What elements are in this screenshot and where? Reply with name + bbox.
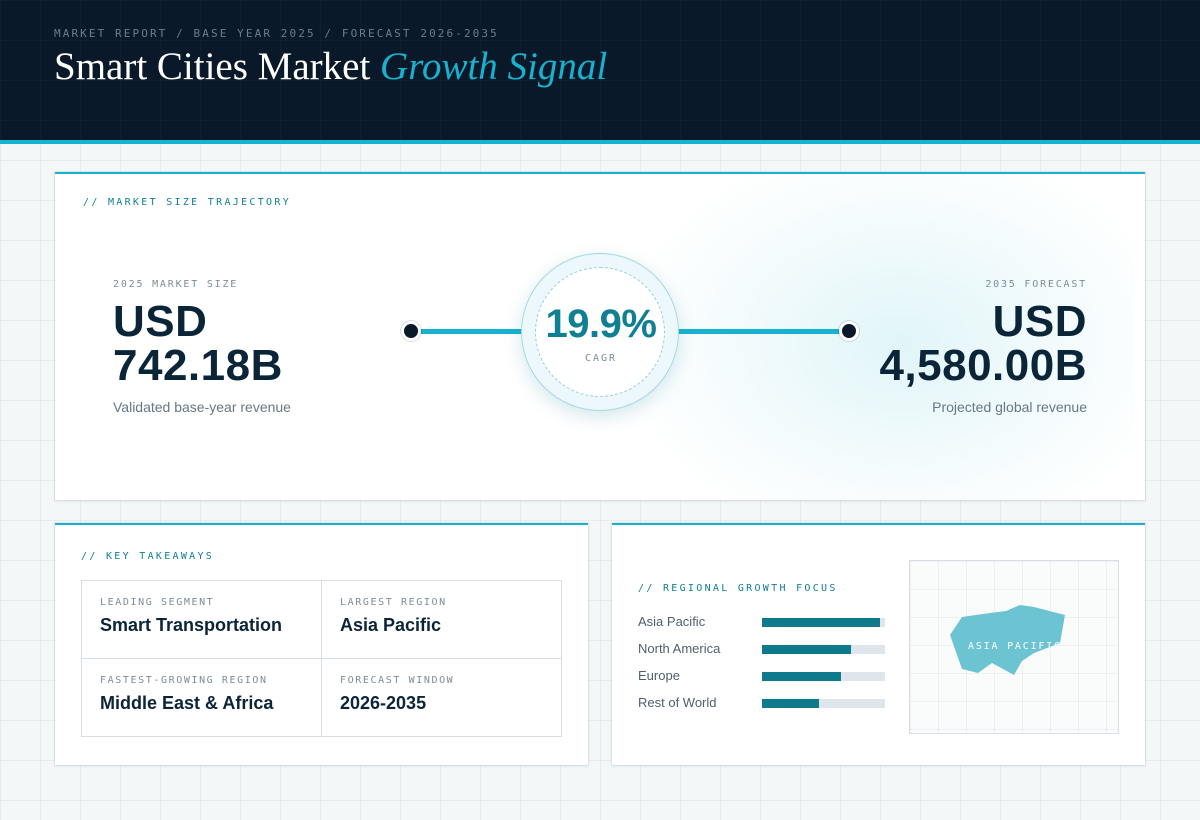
section-label-regional: // REGIONAL GROWTH FOCUS <box>638 583 838 594</box>
region-bar-fill <box>762 672 841 681</box>
takeaway-fastest-growing-region: FASTEST-GROWING REGION Middle East & Afr… <box>82 659 322 737</box>
region-bar-fill <box>762 618 881 627</box>
start-node <box>401 321 421 341</box>
key-takeaways-card: // KEY TAKEAWAYS LEADING SEGMENT Smart T… <box>55 523 588 765</box>
takeaways-grid: LEADING SEGMENT Smart Transportation LAR… <box>81 580 562 737</box>
takeaway-label: LEADING SEGMENT <box>100 597 215 608</box>
region-name: Rest of World <box>638 695 717 710</box>
region-row: Asia Pacific <box>638 614 888 630</box>
region-name: Asia Pacific <box>638 614 706 629</box>
page-title: Smart Cities Market Growth Signal <box>54 44 607 89</box>
region-name: Europe <box>638 668 680 683</box>
base-currency: USD <box>113 297 208 346</box>
takeaway-value: Asia Pacific <box>340 615 442 635</box>
takeaway-value: Smart Transportation <box>100 615 283 635</box>
takeaway-label: LARGEST REGION <box>340 597 447 608</box>
takeaway-value: 2026-2035 <box>340 693 427 713</box>
takeaway-label: FASTEST-GROWING REGION <box>100 675 268 686</box>
section-label-takeaways: // KEY TAKEAWAYS <box>81 551 215 562</box>
region-bar-track <box>762 618 885 627</box>
regional-growth-card: // REGIONAL GROWTH FOCUS Asia Pacific No… <box>612 523 1145 765</box>
takeaway-largest-region: LARGEST REGION Asia Pacific <box>322 581 562 659</box>
cagr-value: 19.9% <box>545 302 657 346</box>
forecast-value: 4,580.00B <box>879 341 1087 390</box>
cagr-label: CAGR <box>584 353 618 364</box>
forecast-note: Projected global revenue <box>932 399 1087 415</box>
takeaway-value: Middle East & Africa <box>100 693 274 713</box>
region-bar-fill <box>762 645 851 654</box>
asia-pacific-map-shape <box>950 605 1065 675</box>
report-header: MARKET REPORT / BASE YEAR 2025 / FORECAS… <box>0 0 1200 144</box>
region-bar-track <box>762 645 885 654</box>
region-row: Europe <box>638 668 888 684</box>
takeaway-forecast-window: FORECAST WINDOW 2026-2035 <box>322 659 562 737</box>
map-region-label: ASIA PACIFIC <box>968 641 1062 652</box>
section-label-trajectory: // MARKET SIZE TRAJECTORY <box>83 197 292 208</box>
end-node <box>839 321 859 341</box>
base-note: Validated base-year revenue <box>113 399 291 415</box>
region-name: North America <box>638 641 721 656</box>
report-kicker: MARKET REPORT / BASE YEAR 2025 / FORECAS… <box>54 27 499 40</box>
background-glow <box>615 174 1135 500</box>
forecast-currency: USD <box>992 297 1087 346</box>
region-bar-fill <box>762 699 819 708</box>
title-accent: Growth Signal <box>380 45 608 88</box>
cagr-badge: 19.9% CAGR <box>521 253 679 411</box>
title-main: Smart Cities Market <box>54 45 371 88</box>
grid-divider-horizontal <box>82 658 561 659</box>
cagr-inner-ring: 19.9% CAGR <box>535 267 665 397</box>
forecast-label: 2035 FORECAST <box>985 279 1087 290</box>
takeaway-label: FORECAST WINDOW <box>340 675 455 686</box>
region-row: North America <box>638 641 888 657</box>
region-map: ASIA PACIFIC <box>909 560 1119 734</box>
region-bar-track <box>762 672 885 681</box>
base-value: 742.18B <box>113 341 283 390</box>
region-bar-track <box>762 699 885 708</box>
market-size-card: // MARKET SIZE TRAJECTORY 2025 MARKET SI… <box>55 172 1145 500</box>
region-row: Rest of World <box>638 695 888 711</box>
base-year-label: 2025 MARKET SIZE <box>113 279 239 290</box>
takeaway-leading-segment: LEADING SEGMENT Smart Transportation <box>82 581 322 659</box>
